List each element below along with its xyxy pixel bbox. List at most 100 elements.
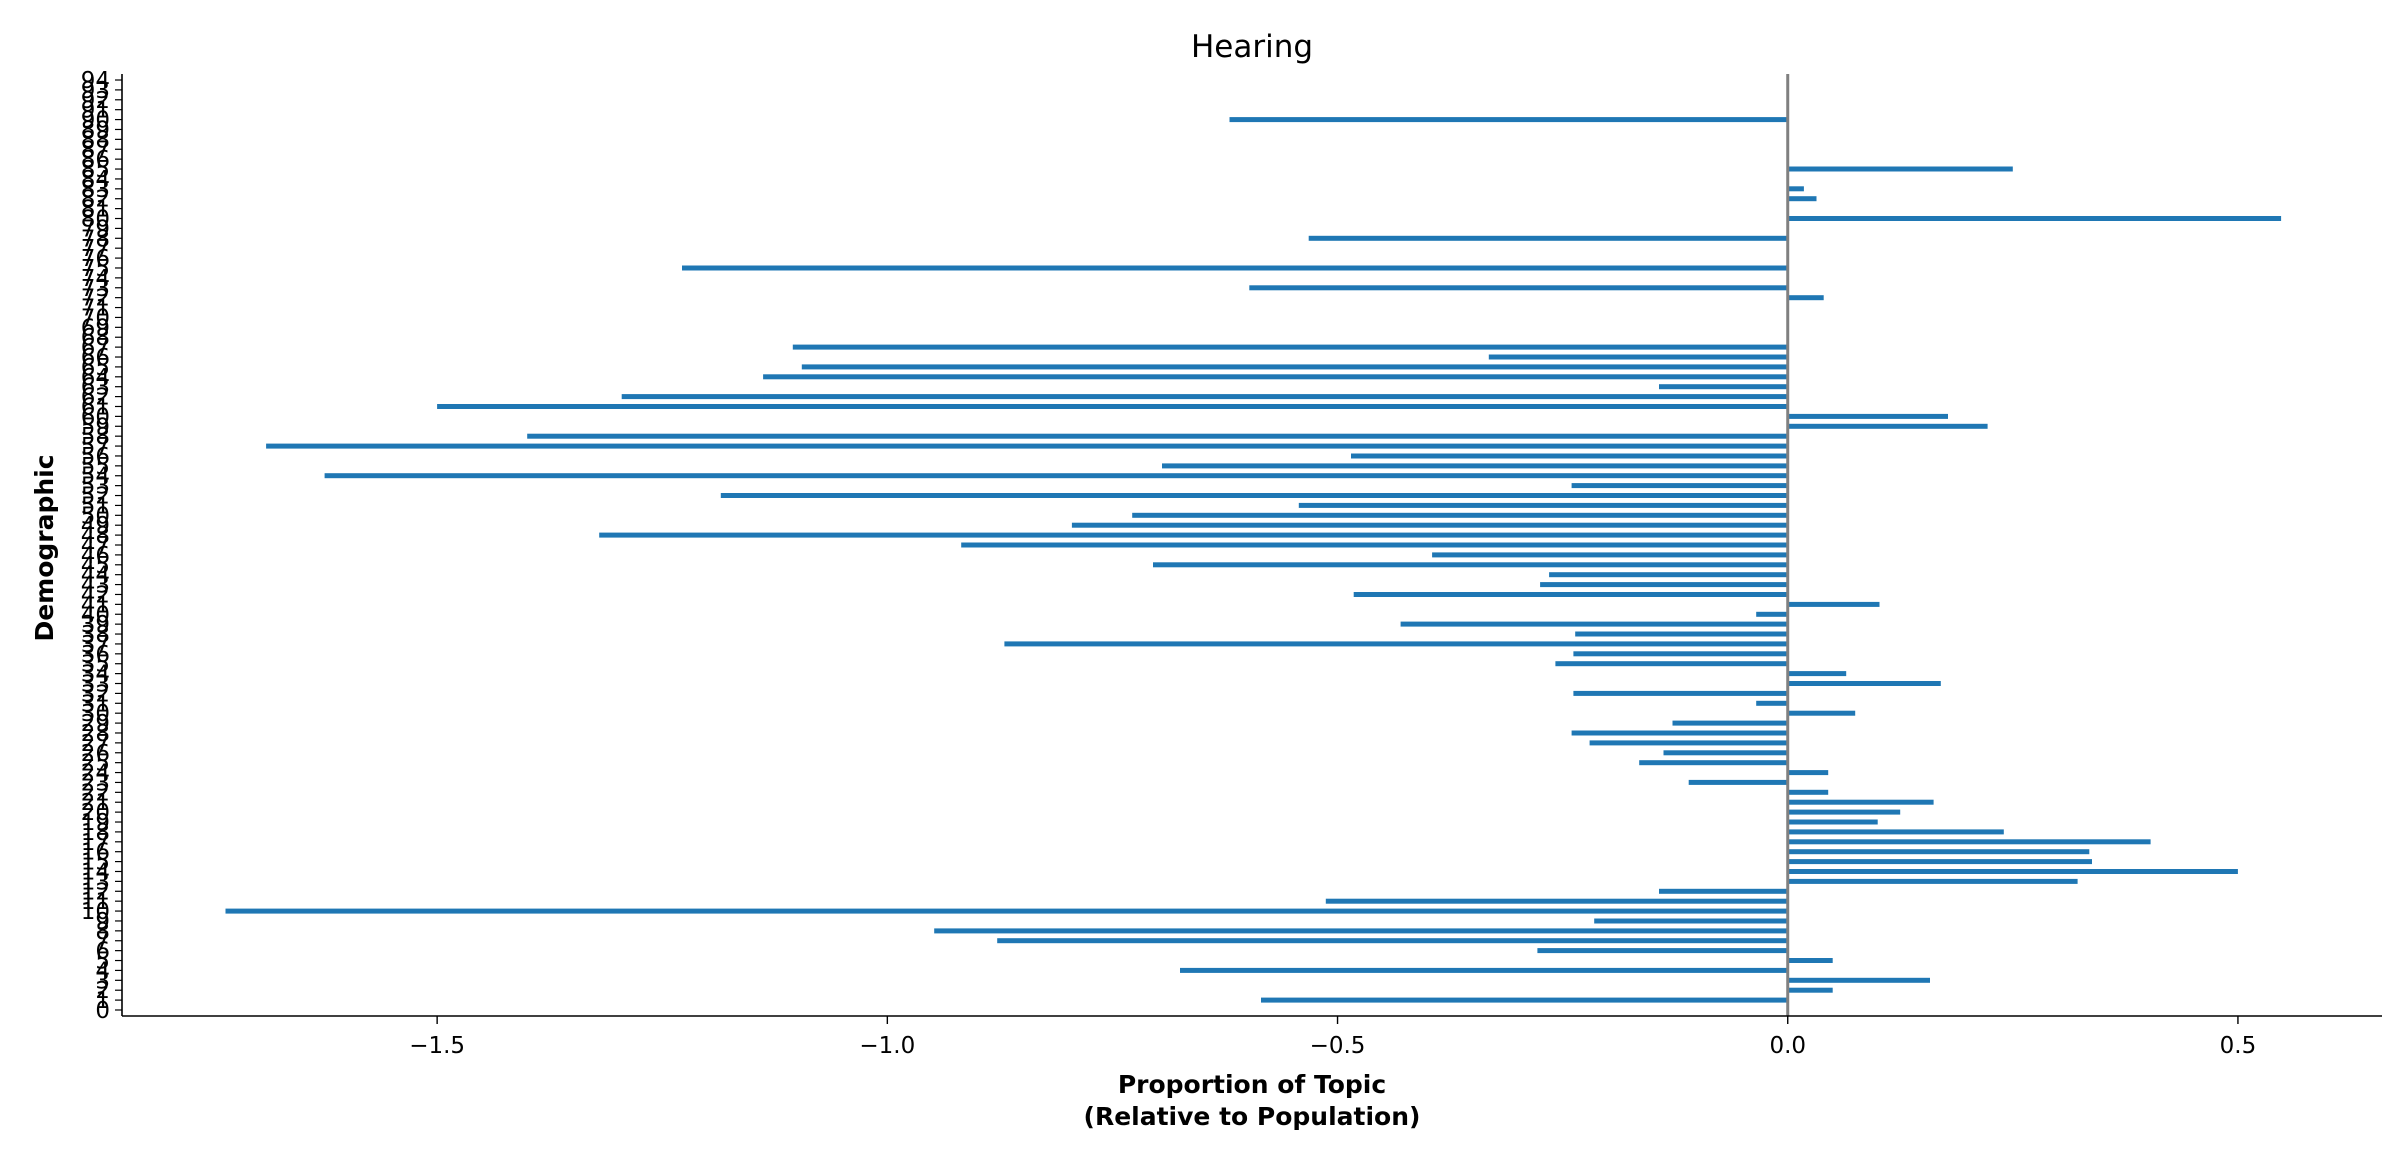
x-tick-label-3: 0.0 (1769, 1033, 1806, 1059)
x-axis-label-line2: (Relative to Population) (1084, 1102, 1421, 1131)
y-tick-label-2: 2 (95, 978, 110, 1004)
bar-40 (1756, 611, 1788, 617)
y-tick-label-84: 84 (81, 167, 110, 193)
y-tick-label-57: 57 (81, 434, 110, 460)
y-tick-label-0: 0 (95, 998, 110, 1024)
y-tick-label-39: 39 (81, 612, 110, 638)
y-tick-label-52: 52 (81, 484, 110, 510)
y-tick-label-13: 13 (81, 869, 110, 895)
y-tick-label-11: 11 (81, 889, 110, 915)
y-tick-label-92: 92 (81, 88, 110, 114)
y-axis: 0123456789101112131415161718192021222324… (81, 68, 123, 1024)
bar-63 (1659, 384, 1788, 390)
y-tick-label-88: 88 (81, 127, 110, 153)
bar-11 (1325, 898, 1788, 904)
y-tick-label-91: 91 (81, 98, 110, 124)
bar-82 (1787, 196, 1817, 202)
bar-23 (1688, 779, 1788, 785)
y-tick-label-10: 10 (81, 899, 110, 925)
y-tick-label-24: 24 (81, 761, 110, 787)
bar-26 (1663, 750, 1788, 756)
y-tick-label-58: 58 (81, 424, 110, 450)
y-tick-label-28: 28 (81, 721, 110, 747)
y-tick-label-21: 21 (81, 790, 110, 816)
y-tick-label-49: 49 (81, 513, 110, 539)
y-axis-label: Demographic (30, 454, 59, 641)
bar-4 (1180, 967, 1788, 973)
y-tick-label-66: 66 (81, 345, 110, 371)
y-tick-label-72: 72 (81, 286, 110, 312)
bar-46 (1432, 552, 1788, 558)
bar-34 (1787, 671, 1847, 677)
bar-85 (1787, 166, 2013, 172)
y-tick-label-82: 82 (81, 187, 110, 213)
bar-27 (1589, 740, 1788, 746)
bar-3 (1787, 977, 1930, 983)
y-tick-label-56: 56 (81, 444, 110, 470)
bar-80 (1787, 216, 2282, 221)
y-tick-label-50: 50 (81, 503, 110, 529)
bar-83 (1787, 186, 1804, 192)
bar-55 (1162, 463, 1788, 469)
x-tick-label-0: −1.5 (409, 1033, 465, 1059)
y-tick-label-63: 63 (81, 375, 110, 401)
y-tick-label-33: 33 (81, 672, 110, 698)
bar-30 (1787, 710, 1856, 716)
bar-33 (1787, 681, 1941, 686)
bar-65 (801, 364, 1788, 370)
x-tick-label-1: −1.0 (859, 1033, 915, 1059)
y-tick-label-29: 29 (81, 711, 110, 737)
bar-57 (266, 443, 1788, 449)
y-tick-label-87: 87 (81, 137, 110, 163)
y-tick-label-7: 7 (95, 929, 110, 955)
y-tick-label-73: 73 (81, 276, 110, 302)
bar-78 (1308, 235, 1788, 241)
y-tick-label-55: 55 (81, 454, 110, 480)
bar-73 (1249, 285, 1788, 291)
y-tick-label-9: 9 (95, 909, 110, 935)
bar-13 (1787, 878, 2078, 884)
bar-7 (997, 938, 1788, 944)
y-tick-label-85: 85 (81, 157, 110, 183)
bar-49 (1071, 522, 1788, 528)
bar-64 (763, 374, 1788, 380)
y-tick-label-48: 48 (81, 523, 110, 549)
y-tick-label-14: 14 (81, 859, 110, 885)
y-tick-label-1: 1 (95, 988, 110, 1014)
y-tick-label-35: 35 (81, 652, 110, 678)
y-tick-label-5: 5 (95, 949, 110, 975)
x-tick-label-2: −0.5 (1310, 1033, 1366, 1059)
y-tick-label-36: 36 (81, 642, 110, 668)
y-tick-label-16: 16 (81, 840, 110, 866)
bar-35 (1555, 661, 1788, 667)
bar-1 (1261, 997, 1788, 1003)
y-tick-label-69: 69 (81, 315, 110, 341)
bar-6 (1537, 948, 1788, 954)
bar-29 (1672, 720, 1788, 726)
bar-67 (792, 344, 1788, 350)
bar-59 (1787, 423, 1988, 429)
y-tick-label-37: 37 (81, 632, 110, 658)
bar-43 (1540, 582, 1788, 588)
y-tick-label-78: 78 (81, 226, 110, 252)
y-tick-label-77: 77 (81, 236, 110, 262)
y-tick-label-41: 41 (81, 592, 110, 618)
y-tick-label-25: 25 (81, 751, 110, 777)
y-tick-label-40: 40 (81, 602, 110, 628)
bar-8 (934, 928, 1788, 934)
y-tick-label-17: 17 (81, 830, 110, 856)
y-tick-label-8: 8 (95, 919, 110, 945)
bar-19 (1787, 819, 1878, 825)
bar-24 (1787, 770, 1829, 776)
y-tick-label-67: 67 (81, 335, 110, 361)
bar-53 (1571, 483, 1788, 489)
bar-51 (1298, 502, 1788, 508)
y-tick-label-15: 15 (81, 850, 110, 876)
bar-21 (1787, 799, 1934, 805)
y-tick-label-47: 47 (81, 533, 110, 559)
y-tick-label-94: 94 (81, 68, 110, 94)
y-tick-label-62: 62 (81, 385, 110, 411)
bar-54 (324, 473, 1788, 479)
y-tick-label-89: 89 (81, 117, 110, 143)
